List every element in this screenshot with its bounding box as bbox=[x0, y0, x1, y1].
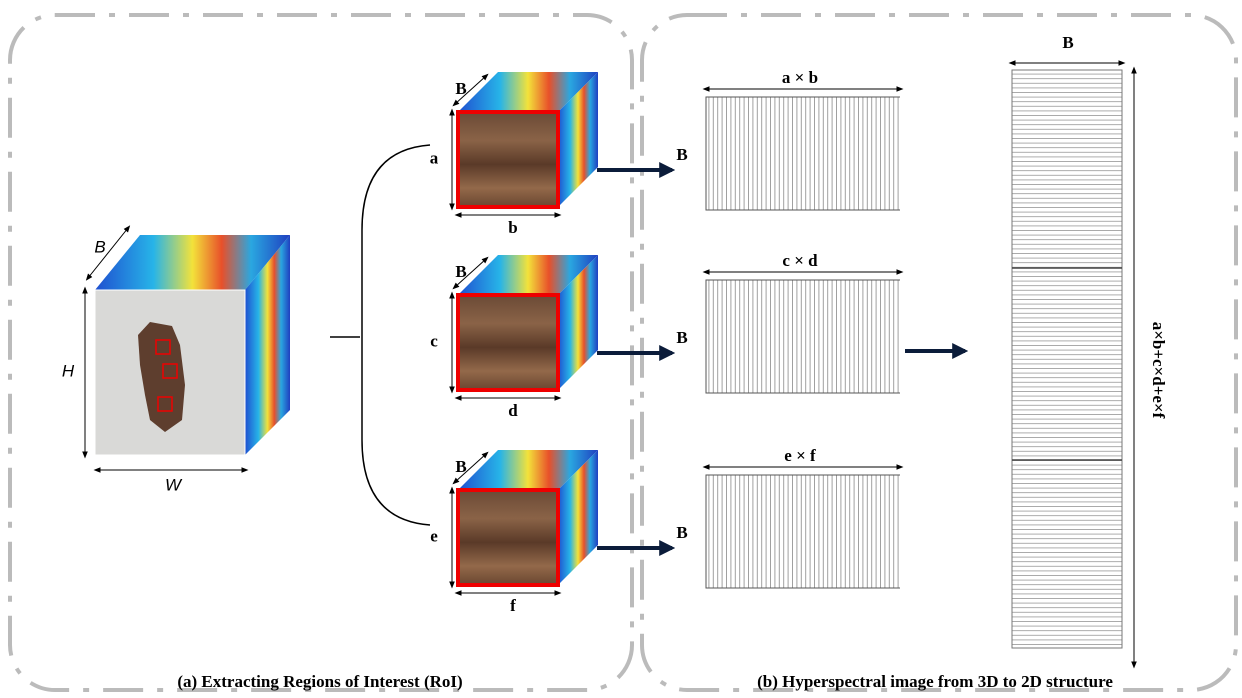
roi-face bbox=[458, 295, 558, 390]
band-label: B bbox=[455, 262, 466, 281]
band-label: B bbox=[455, 79, 466, 98]
width-label: f bbox=[510, 596, 516, 615]
width-label: d bbox=[508, 401, 518, 420]
band-label: B bbox=[676, 145, 687, 164]
roi-face bbox=[458, 490, 558, 585]
band-label: B bbox=[455, 457, 466, 476]
stack-height-label: a×b+c×d+e×f bbox=[1149, 322, 1168, 419]
stacked-matrix bbox=[1012, 70, 1122, 648]
matrix-label: c × d bbox=[782, 251, 818, 270]
band-label: B bbox=[94, 237, 105, 256]
hyperspectral-cube bbox=[95, 235, 290, 455]
brace bbox=[330, 145, 430, 525]
matrix bbox=[706, 475, 900, 588]
width-label: b bbox=[508, 218, 517, 237]
band-label: B bbox=[676, 523, 687, 542]
height-label: e bbox=[430, 526, 438, 545]
matrix-label: a × b bbox=[782, 68, 818, 87]
diagram: B H W Ba b Ba × b Bc d Bc × d Be f Be × f B a×b+… bbox=[0, 0, 1242, 698]
width-label: W bbox=[165, 475, 183, 494]
matrix bbox=[706, 280, 900, 393]
matrix-label: e × f bbox=[784, 446, 816, 465]
caption: (b) Hyperspectral image from 3D to 2D st… bbox=[757, 672, 1113, 691]
caption: (a) Extracting Regions of Interest (RoI) bbox=[177, 672, 462, 691]
roi-face bbox=[458, 112, 558, 207]
band-label: B bbox=[676, 328, 687, 347]
height-label: a bbox=[430, 148, 439, 167]
stack-width-label: B bbox=[1062, 33, 1073, 52]
matrix bbox=[706, 97, 900, 210]
height-label: H bbox=[62, 361, 75, 380]
height-label: c bbox=[430, 331, 438, 350]
